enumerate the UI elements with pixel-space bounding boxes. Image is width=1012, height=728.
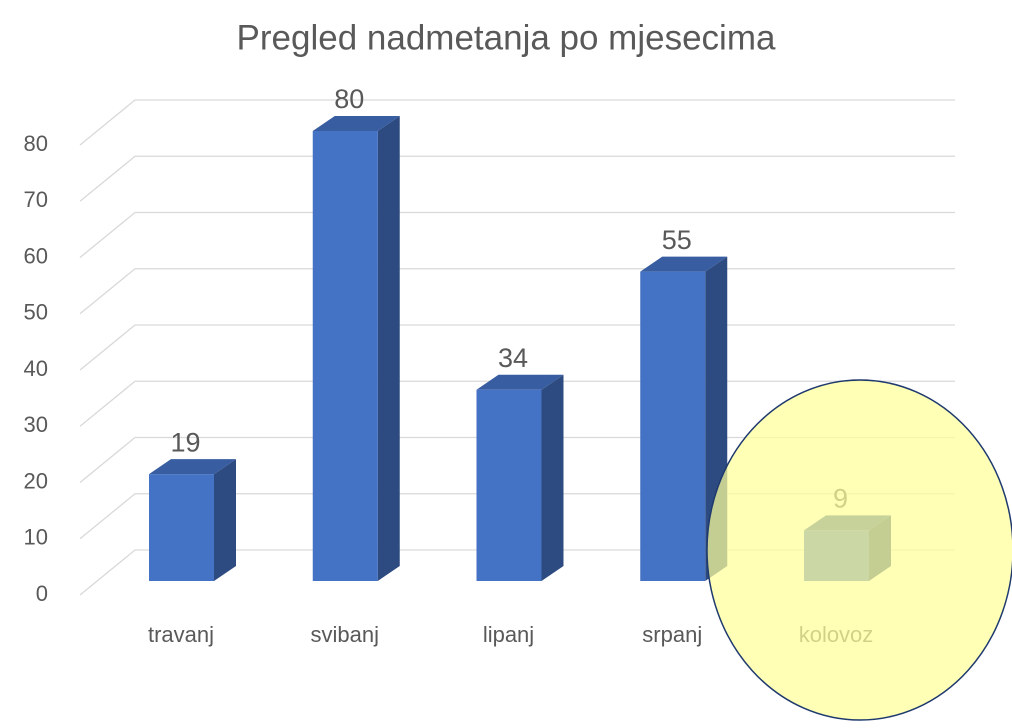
bar [640,271,706,581]
y-tick-label: 20 [24,468,48,493]
x-tick-label: srpanj [642,622,702,647]
y-tick-label: 40 [24,356,48,381]
grid-line [79,211,955,259]
x-tick-label: svibanj [311,622,379,647]
y-tick-label: 10 [24,525,48,550]
value-label: 34 [498,343,528,373]
bar-side [541,374,564,581]
bar [149,474,214,581]
chart-title: Pregled nadmetanja po mjesecima [237,18,776,57]
y-tick-label: 0 [36,581,48,606]
y-tick-label: 30 [24,412,48,437]
value-label: 19 [170,427,200,457]
value-label: 55 [662,225,692,255]
bar [476,389,542,581]
bar-top [149,459,236,475]
x-tick-label: travanj [148,622,214,647]
bar-top [312,116,400,131]
bar-top [476,374,564,390]
grid-line [79,268,955,315]
grid-line [79,155,955,202]
x-tick-label: lipanj [483,622,534,647]
highlight-circle [706,379,1012,721]
y-tick-label: 70 [24,187,48,212]
plot-area: 0 10 20 30 40 50 60 70 80 travanj 19 svibanj 80 lipan… [24,84,955,647]
y-tick-label: 60 [24,243,48,268]
y-tick-label: 80 [24,131,48,156]
y-tick-label: 50 [24,300,48,325]
value-label: 80 [334,84,364,114]
bar-side [214,459,236,581]
bar-top [640,256,728,272]
bar-side [377,116,400,581]
grid-line [79,99,955,146]
bar [312,131,378,581]
